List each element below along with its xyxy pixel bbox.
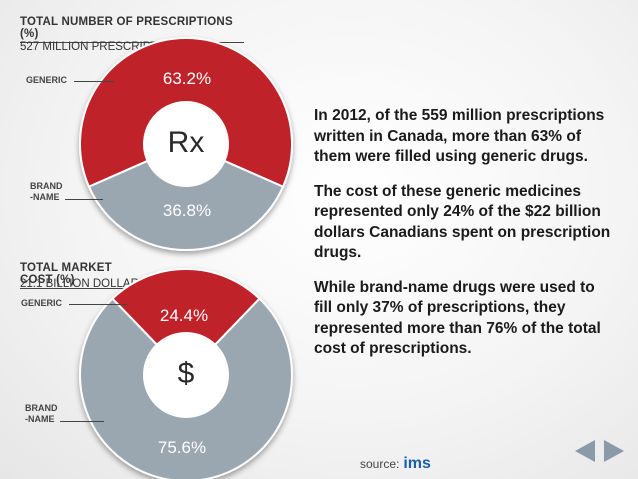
generic-value-label-chart1: 63.2% <box>163 69 211 88</box>
chart1-generic-callout: GENERIC <box>26 75 114 86</box>
generic-value-label-chart2: 24.4% <box>160 306 208 325</box>
source-label: source: <box>360 457 400 471</box>
chart1-brand-leader-line <box>65 199 103 200</box>
brand-name-value-label-chart2: 75.6% <box>158 438 206 457</box>
chart2-generic-label: GENERIC <box>21 298 63 308</box>
chart2-title: TOTAL MARKET COST (%) <box>20 262 146 289</box>
chart1-generic-label: GENERIC <box>26 75 68 85</box>
generic-slice-chart2 <box>111 268 261 347</box>
brand-name-value-label-chart1: 36.8% <box>163 201 211 220</box>
summary-paragraph-1: In 2012, of the 559 million prescription… <box>314 107 605 165</box>
chart2-generic-leader-line <box>69 304 127 305</box>
chart1-brand-label-line2: -NAME <box>30 192 60 202</box>
center-label-chart2: $ <box>178 357 195 390</box>
chart2-generic-callout: GENERIC <box>21 298 127 309</box>
summary-paragraph-2: The cost of these generic medicines repr… <box>314 182 611 262</box>
generic-slice-chart1 <box>79 37 293 189</box>
source-credit: source: ims <box>360 455 431 473</box>
chart1-generic-leader-line <box>74 81 114 82</box>
chart1-title: TOTAL NUMBER OF PRESCRIPTIONS (%) <box>20 16 244 43</box>
summary-text: In 2012, of the 559 million prescription… <box>314 106 614 374</box>
previous-slide-arrow-icon[interactable] <box>575 440 595 462</box>
chart1-brand-callout: BRAND -NAME <box>30 181 103 203</box>
brand-name-slice-chart2 <box>79 297 293 479</box>
donut-1 <box>79 37 293 251</box>
chart2-brand-label-line2: -NAME <box>25 414 55 424</box>
donut-2 <box>79 268 293 479</box>
donut-hole-chart1 <box>145 103 227 185</box>
chart1-brand-label-line1: BRAND <box>30 181 63 191</box>
ims-logo: ims <box>403 455 431 472</box>
center-label-chart1: Rx <box>168 126 205 159</box>
next-slide-arrow-icon[interactable] <box>604 440 624 462</box>
chart2-brand-callout: BRAND -NAME <box>25 403 104 425</box>
chart2-subtitle: 21.1 BILLION DOLLARS <box>20 278 147 290</box>
brand-name-slice-chart1 <box>87 159 285 251</box>
summary-paragraph-3: While brand-name drugs were used to fill… <box>314 278 601 358</box>
chart2-brand-label-line1: BRAND <box>25 403 58 413</box>
chart2-brand-leader-line <box>60 421 104 422</box>
donut-hole-chart2 <box>145 334 227 416</box>
